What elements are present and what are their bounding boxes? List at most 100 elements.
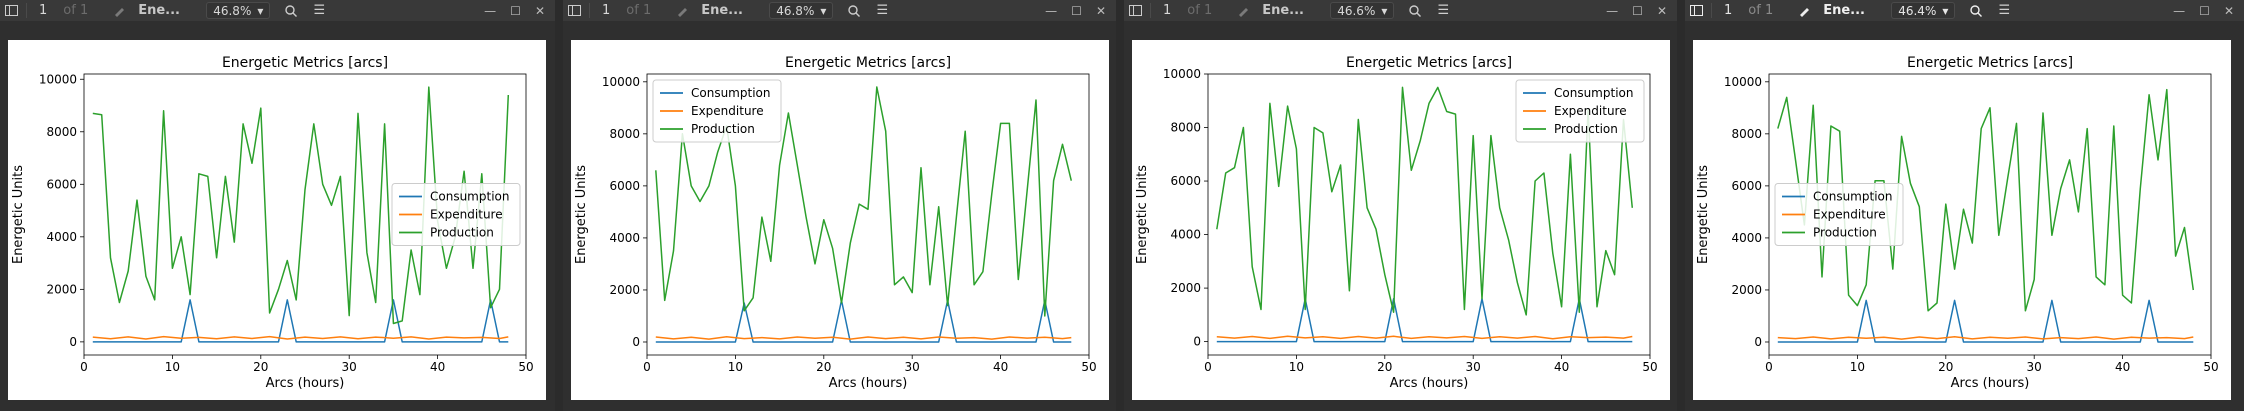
x-tick-label: 40 — [430, 360, 445, 374]
sidebar-toggle-icon[interactable] — [1124, 1, 1146, 20]
maximize-icon[interactable]: ☐ — [510, 3, 521, 18]
chart-title: Energetic Metrics [arcs] — [785, 55, 951, 71]
zoom-value: 46.8% — [776, 3, 815, 18]
annotate-pen-icon[interactable] — [671, 1, 693, 20]
zoom-select[interactable]: 46.4% ▾ — [1891, 2, 1956, 19]
x-tick-label: 10 — [165, 360, 180, 374]
legend-label-expenditure: Expenditure — [1554, 104, 1627, 118]
x-tick-label: 0 — [1765, 360, 1773, 374]
zoom-value: 46.8% — [213, 3, 252, 18]
page-field[interactable]: 1 of 1 — [1716, 3, 1773, 18]
annotate-pen-icon[interactable] — [1232, 1, 1254, 20]
y-tick-label: 2000 — [1170, 281, 1201, 295]
y-tick-label: 2000 — [1731, 283, 1762, 297]
document-title: Ene... — [701, 3, 743, 18]
viewer-window-3: 1 of 1 Ene... 46.6% ▾ ☰ — ☐ ✕ Energetic Met… — [1124, 0, 1677, 411]
maximize-icon[interactable]: ☐ — [1632, 3, 1643, 18]
page-number[interactable]: 1 — [602, 3, 611, 18]
search-icon[interactable] — [843, 1, 865, 20]
x-axis-label: Arcs (hours) — [266, 376, 345, 391]
x-tick-label: 40 — [2115, 360, 2130, 374]
chart-title: Energetic Metrics [arcs] — [1907, 55, 2073, 71]
legend-box — [1515, 79, 1645, 143]
x-axis-label: Arcs (hours) — [829, 376, 908, 391]
page-field[interactable]: 1 of 1 — [31, 3, 88, 18]
chart-page: Energetic Metrics [arcs] 0 10 20 30 40 50 0 2000… — [1693, 40, 2231, 400]
y-tick-label: 8000 — [1731, 127, 1762, 141]
page-count: of 1 — [1748, 3, 1774, 18]
annotate-pen-icon[interactable] — [1793, 1, 1815, 20]
close-icon[interactable]: ✕ — [534, 3, 545, 18]
minimize-icon[interactable]: — — [2173, 3, 2186, 18]
x-tick-label: 30 — [342, 360, 357, 374]
zoom-select[interactable]: 46.6% ▾ — [1330, 2, 1395, 19]
series-line-consumption — [92, 299, 509, 343]
legend-label-production: Production — [430, 226, 494, 240]
x-axis-label: Arcs (hours) — [1390, 376, 1469, 391]
minimize-icon[interactable]: — — [484, 3, 497, 18]
series-line-expenditure — [1777, 336, 2194, 340]
x-axis-label: Arcs (hours) — [1951, 376, 2030, 391]
legend: Consumption Expenditure Production — [1774, 183, 1904, 246]
series-line-consumption — [655, 299, 1072, 343]
close-icon[interactable]: ✕ — [1095, 3, 1106, 18]
y-tick-label: 6000 — [46, 177, 77, 191]
legend: Consumption Expenditure Production — [391, 183, 521, 246]
menu-icon[interactable]: ☰ — [1437, 3, 1450, 18]
y-tick-label: 8000 — [609, 127, 640, 141]
viewer-window-1: 1 of 1 Ene... 46.8% ▾ ☰ — ☐ ✕ Energetic Met… — [0, 0, 555, 411]
x-tick-label: 20 — [253, 360, 268, 374]
legend-label-expenditure: Expenditure — [691, 104, 764, 118]
x-tick-label: 20 — [816, 360, 831, 374]
x-tick-label: 0 — [80, 360, 88, 374]
sidebar-toggle-icon[interactable] — [0, 1, 22, 20]
minimize-icon[interactable]: — — [1045, 3, 1058, 18]
toolbar: 1 of 1 Ene... 46.8% ▾ ☰ — ☐ ✕ — [0, 0, 555, 21]
menu-icon[interactable]: ☰ — [313, 3, 326, 18]
x-tick-label: 10 — [728, 360, 743, 374]
chart-page: Energetic Metrics [arcs] 0 10 20 30 40 50 0 2000… — [8, 40, 546, 400]
page-number[interactable]: 1 — [1724, 3, 1733, 18]
sidebar-toggle-icon[interactable] — [563, 1, 585, 20]
plot-frame — [646, 73, 1090, 356]
menu-icon[interactable]: ☰ — [876, 3, 889, 18]
page-number[interactable]: 1 — [1163, 3, 1172, 18]
y-tick-label: 10000 — [602, 75, 640, 89]
series-line-production — [1216, 86, 1634, 316]
menu-icon[interactable]: ☰ — [1998, 3, 2011, 18]
x-tick-label: 50 — [518, 360, 533, 374]
x-tick-label: 0 — [643, 360, 651, 374]
minimize-icon[interactable]: — — [1606, 3, 1619, 18]
search-icon[interactable] — [280, 1, 302, 20]
search-icon[interactable] — [1965, 1, 1987, 20]
y-tick-label: 4000 — [609, 231, 640, 245]
legend-label-consumption: Consumption — [1554, 86, 1633, 100]
page-count: of 1 — [1187, 3, 1213, 18]
x-tick-label: 30 — [1466, 360, 1481, 374]
series-line-consumption — [1216, 298, 1633, 343]
document-title: Ene... — [1262, 3, 1304, 18]
y-tick-label: 0 — [1754, 335, 1762, 349]
legend-box — [1774, 183, 1904, 246]
annotate-pen-icon[interactable] — [108, 1, 130, 20]
close-icon[interactable]: ✕ — [1656, 3, 1667, 18]
toolbar-separator — [1711, 3, 1712, 18]
viewer-window-2: 1 of 1 Ene... 46.8% ▾ ☰ — ☐ ✕ Energetic Met… — [563, 0, 1116, 411]
legend-label-production: Production — [691, 122, 755, 136]
close-icon[interactable]: ✕ — [2223, 3, 2234, 18]
document-title: Ene... — [1823, 3, 1865, 18]
page-number[interactable]: 1 — [39, 3, 48, 18]
page-field[interactable]: 1 of 1 — [594, 3, 651, 18]
y-tick-label: 4000 — [1170, 228, 1201, 242]
zoom-value: 46.4% — [1898, 3, 1937, 18]
search-icon[interactable] — [1404, 1, 1426, 20]
page-field[interactable]: 1 of 1 — [1155, 3, 1212, 18]
sidebar-toggle-icon[interactable] — [1685, 1, 1707, 20]
zoom-value: 46.6% — [1337, 3, 1376, 18]
maximize-icon[interactable]: ☐ — [1071, 3, 1082, 18]
zoom-select[interactable]: 46.8% ▾ — [769, 2, 834, 19]
zoom-select[interactable]: 46.8% ▾ — [206, 2, 271, 19]
maximize-icon[interactable]: ☐ — [2199, 3, 2210, 18]
legend: Consumption Expenditure Production — [1515, 79, 1645, 143]
x-tick-label: 30 — [2027, 360, 2042, 374]
